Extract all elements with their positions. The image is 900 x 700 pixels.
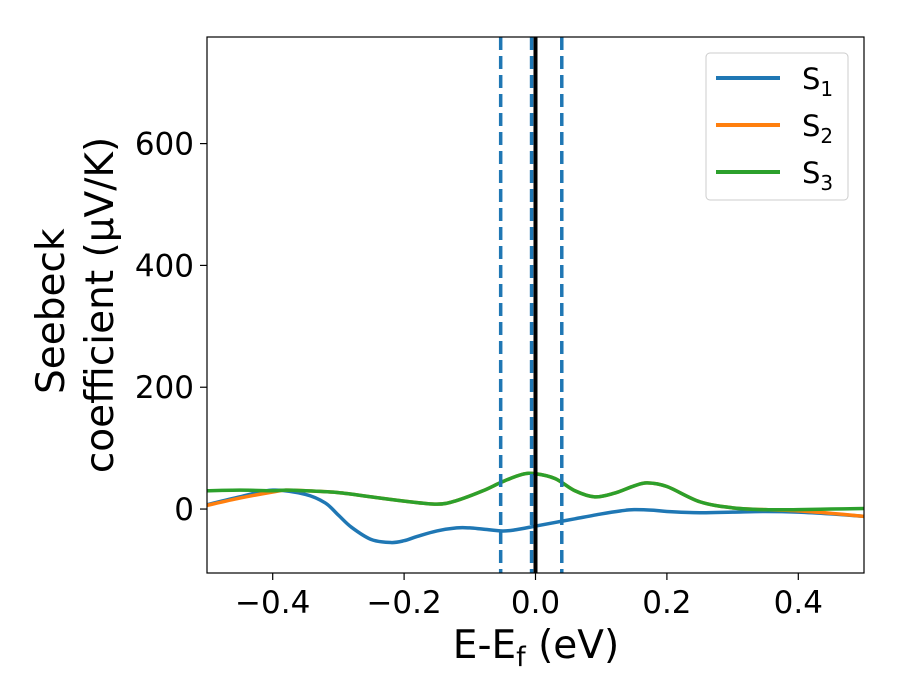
legend-label-s2: S2 [802, 109, 833, 148]
x-tick-label: −0.4 [235, 585, 310, 621]
legend: S1 S2 S3 [705, 52, 849, 201]
plot-area [207, 37, 864, 573]
x-tick-label: 0.4 [774, 585, 823, 621]
series-line-s1 [207, 488, 864, 545]
y-tick-label: 200 [135, 370, 194, 406]
legend-items: S1 S2 S3 [716, 62, 833, 195]
y-axis-label-line2: coefficient (μV/K) [78, 137, 123, 473]
legend-label-s3: S3 [802, 156, 833, 195]
legend-label-s1: S1 [802, 62, 833, 101]
x-tick-label: 0.0 [511, 585, 560, 621]
x-axis: −0.4 −0.2 0.0 0.2 0.4 [235, 573, 823, 621]
x-axis-label-main: E-E [453, 623, 516, 668]
x-tick-label: −0.2 [366, 585, 441, 621]
x-axis-label-subscript: f [516, 642, 527, 673]
y-axis-label: Seebeck coefficient (μV/K) [29, 137, 123, 473]
y-axis: 0 200 400 600 [135, 127, 207, 528]
y-axis-label-line1: Seebeck [29, 228, 74, 394]
y-tick-label: 0 [174, 492, 194, 528]
y-tick-label: 400 [135, 248, 194, 284]
x-axis-label-unit: (eV) [526, 623, 620, 668]
x-axis-label: E-Ef (eV) [453, 623, 619, 673]
x-tick-label: 0.2 [642, 585, 691, 621]
y-tick-label: 600 [135, 127, 194, 163]
